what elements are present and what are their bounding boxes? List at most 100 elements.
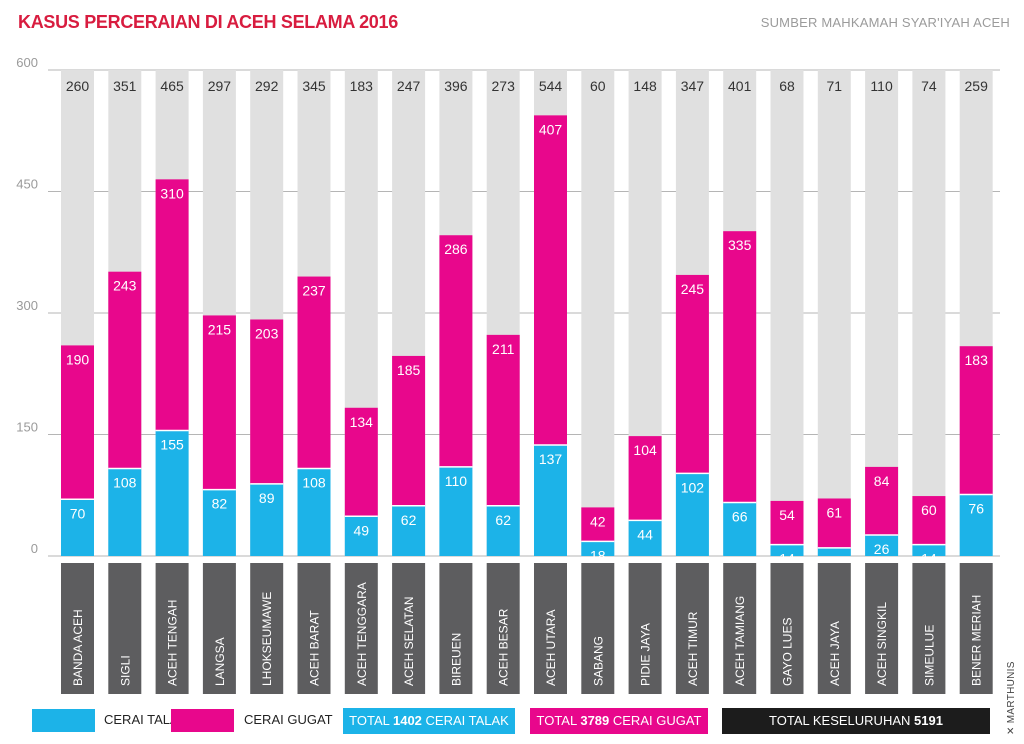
bar-background bbox=[817, 70, 851, 556]
region-label: LANGSA bbox=[213, 637, 227, 686]
talak-value-label: 76 bbox=[968, 500, 984, 516]
region-label-box bbox=[155, 563, 189, 694]
bar-gugat bbox=[61, 345, 94, 500]
total-value-label: 351 bbox=[113, 78, 137, 94]
region-label-box bbox=[723, 563, 757, 694]
gugat-value-label: 134 bbox=[350, 414, 374, 430]
bar-gugat bbox=[439, 235, 473, 467]
bar-talak bbox=[439, 466, 473, 556]
gugat-value-label: 61 bbox=[827, 504, 843, 520]
total-value-label: 259 bbox=[965, 78, 989, 94]
total-value-label: 465 bbox=[160, 78, 184, 94]
bar-talak bbox=[723, 502, 757, 556]
bar-gugat bbox=[534, 115, 567, 446]
bar-talak bbox=[202, 489, 236, 556]
total-gugat-box: TOTAL 3789 CERAI GUGAT bbox=[530, 708, 708, 734]
region-label: SIGLI bbox=[118, 655, 132, 686]
region-label: GAYO LUES bbox=[781, 618, 795, 686]
region-label: BIREUEN bbox=[449, 633, 463, 686]
region-label-box bbox=[534, 563, 567, 694]
talak-value-label: 62 bbox=[401, 512, 417, 528]
total-value-label: 396 bbox=[444, 78, 468, 94]
region-label-box bbox=[628, 563, 662, 694]
bar-talak bbox=[155, 430, 189, 556]
region-label: SABANG bbox=[591, 636, 605, 686]
talak-value-label: 82 bbox=[212, 496, 228, 512]
talak-value-label: 66 bbox=[732, 509, 748, 525]
total-gugat-value: 3789 bbox=[580, 713, 610, 728]
gugat-value-label: 54 bbox=[779, 507, 795, 523]
legend-label-gugat: CERAI GUGAT bbox=[244, 712, 333, 727]
total-talak-box: TOTAL 1402 CERAI TALAK bbox=[343, 708, 515, 734]
bar-gugat bbox=[770, 500, 804, 545]
legend-swatch-talak bbox=[32, 709, 95, 732]
total-value-label: 71 bbox=[827, 78, 843, 94]
bar-talak bbox=[344, 516, 378, 556]
region-label: ACEH TENGGARA bbox=[355, 582, 369, 686]
gugat-value-label: 407 bbox=[539, 121, 563, 137]
talak-value-label: 14 bbox=[779, 551, 795, 567]
region-label-box bbox=[344, 563, 378, 694]
bar-gugat bbox=[817, 498, 851, 548]
total-value-label: 60 bbox=[590, 78, 606, 94]
bar-gugat bbox=[486, 334, 520, 506]
total-value-label: 401 bbox=[728, 78, 752, 94]
y-tick-label: 300 bbox=[16, 298, 38, 313]
talak-value-label: 18 bbox=[590, 547, 606, 563]
bar-talak bbox=[959, 494, 993, 556]
region-label: ACEH TAMIANG bbox=[733, 596, 747, 686]
gugat-value-label: 183 bbox=[965, 352, 989, 368]
gugat-value-label: 310 bbox=[160, 185, 184, 201]
stacked-bar-chart: 0 150 300 450 600 260 190 70 BANDA ACEH 351 243 10… bbox=[16, 55, 1000, 694]
total-value-label: 110 bbox=[870, 78, 893, 94]
talak-value-label: 70 bbox=[70, 505, 86, 521]
total-value-label: 148 bbox=[633, 78, 657, 94]
y-tick-label: 150 bbox=[16, 420, 38, 435]
region-label: ACEH JAYA bbox=[828, 621, 842, 686]
chart-title: KASUS PERCERAIAN DI ACEH SELAMA 2016 bbox=[18, 12, 398, 32]
gugat-value-label: 104 bbox=[633, 442, 657, 458]
total-value-label: 74 bbox=[921, 78, 937, 94]
legend-swatch-gugat bbox=[171, 709, 234, 732]
region-label-box bbox=[61, 563, 94, 694]
bar-talak bbox=[628, 520, 662, 556]
region-label: ACEH BESAR bbox=[497, 608, 511, 686]
talak-value-label: 102 bbox=[681, 479, 705, 495]
gugat-value-label: 60 bbox=[921, 502, 937, 518]
total-value-label: 544 bbox=[539, 78, 563, 94]
total-value-label: 183 bbox=[350, 78, 374, 94]
total-value-label: 297 bbox=[208, 78, 232, 94]
region-label: ACEH TENGAH bbox=[166, 600, 180, 686]
region-label: BANDA ACEH bbox=[71, 609, 85, 686]
total-value-label: 292 bbox=[255, 78, 279, 94]
gugat-value-label: 42 bbox=[590, 513, 606, 529]
author-credit: ✕ MARTHUNIS bbox=[1006, 661, 1017, 735]
gugat-value-label: 203 bbox=[255, 325, 279, 341]
talak-value-label: 26 bbox=[874, 541, 890, 557]
region-label: SIMEULUE bbox=[922, 625, 936, 686]
bar-talak bbox=[297, 468, 331, 556]
bar-talak bbox=[912, 544, 946, 556]
source-label: SUMBER MAHKAMAH SYAR'IYAH ACEH bbox=[760, 15, 1010, 30]
region-label-box bbox=[202, 563, 236, 694]
region-label-box bbox=[675, 563, 709, 694]
region-label-box bbox=[297, 563, 331, 694]
talak-value-label: 14 bbox=[921, 551, 937, 567]
gugat-value-label: 84 bbox=[874, 473, 890, 489]
bar-background bbox=[912, 70, 946, 556]
region-label: BENER MERIAH bbox=[970, 595, 984, 686]
bar-gugat bbox=[108, 271, 142, 469]
bar-talak bbox=[61, 499, 94, 556]
total-talak-prefix: TOTAL bbox=[349, 713, 393, 728]
y-tick-label: 450 bbox=[16, 177, 38, 192]
region-label-box bbox=[959, 563, 993, 694]
gugat-value-label: 245 bbox=[681, 281, 705, 297]
total-gugat-prefix: TOTAL bbox=[536, 713, 581, 728]
legend-label-talak: CERAI TALAK bbox=[104, 712, 188, 727]
gugat-value-label: 190 bbox=[66, 351, 90, 367]
total-value-label: 345 bbox=[302, 78, 326, 94]
gugat-value-label: 185 bbox=[397, 362, 421, 378]
bar-talak bbox=[250, 483, 284, 556]
total-talak-suffix: CERAI TALAK bbox=[421, 713, 509, 728]
region-label-box bbox=[108, 563, 142, 694]
